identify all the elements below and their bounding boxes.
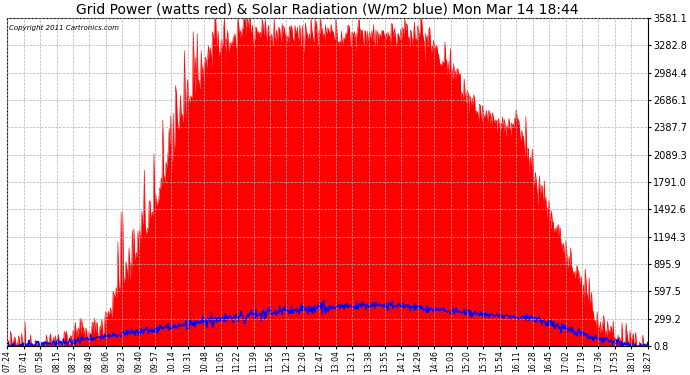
Text: Copyright 2011 Cartronics.com: Copyright 2011 Cartronics.com — [8, 24, 119, 31]
Title: Grid Power (watts red) & Solar Radiation (W/m2 blue) Mon Mar 14 18:44: Grid Power (watts red) & Solar Radiation… — [76, 3, 579, 17]
